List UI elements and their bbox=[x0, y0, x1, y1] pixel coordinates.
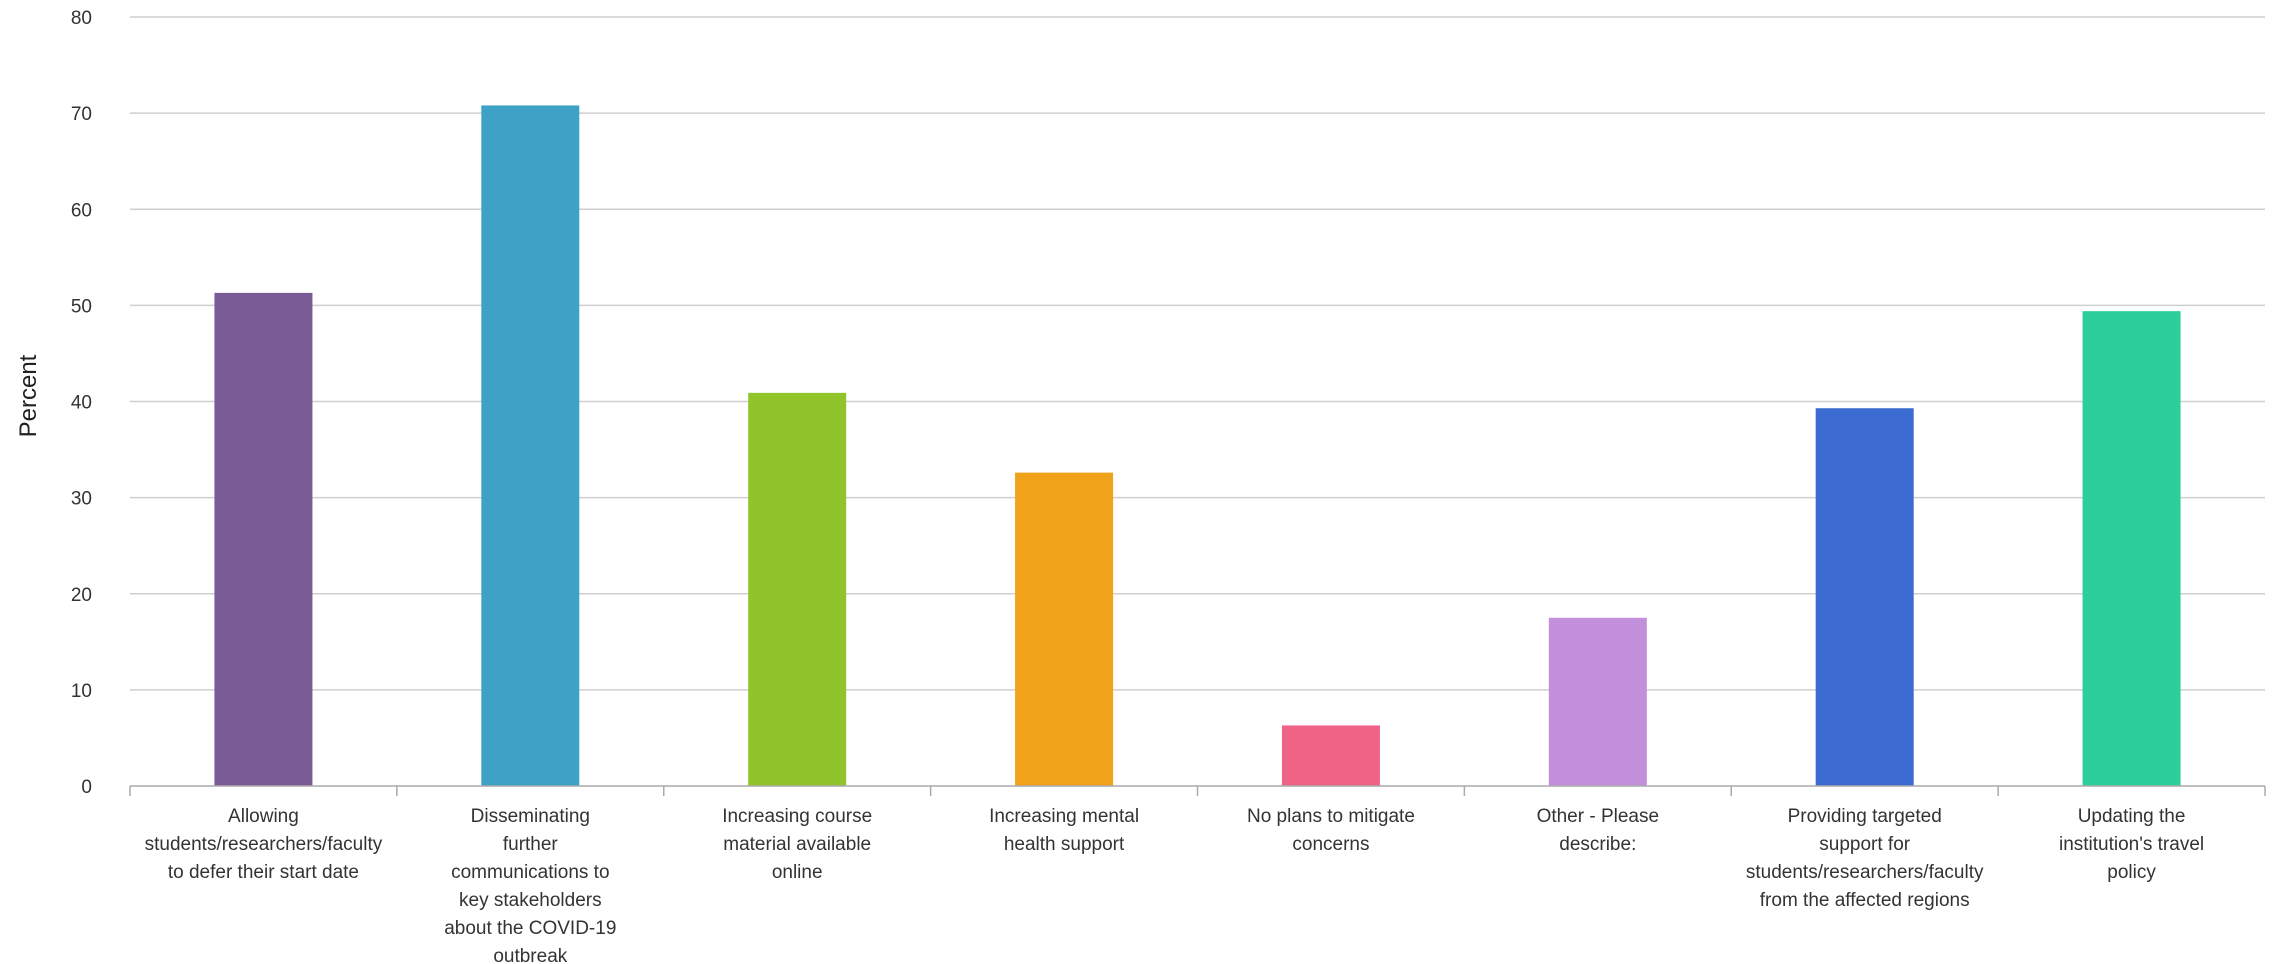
bar bbox=[1548, 617, 1647, 786]
x-category-label: Allowing students/researchers/faculty to d… bbox=[145, 806, 383, 883]
x-category-label-line: Providing targeted bbox=[1788, 806, 1942, 827]
x-category-label-line: Increasing course bbox=[722, 806, 872, 827]
x-axis-categories: Allowing students/researchers/faculty to d… bbox=[145, 806, 2205, 964]
x-category-label-line: support for bbox=[1819, 834, 1910, 855]
y-tick-label: 60 bbox=[71, 200, 92, 221]
x-category-label-line: describe: bbox=[1559, 834, 1636, 855]
x-category-label-line: students/researchers/faculty bbox=[145, 834, 383, 855]
x-category-label-line: further bbox=[503, 834, 559, 855]
x-category-label: Increasing course material available onlin… bbox=[722, 806, 872, 883]
y-tick-label: 50 bbox=[71, 296, 92, 317]
x-category-label-line: Other - Please bbox=[1537, 806, 1660, 827]
x-category-label-line: No plans to mitigate bbox=[1247, 806, 1415, 827]
x-category-label: Disseminating further communications to key… bbox=[444, 806, 616, 964]
gridlines bbox=[130, 16, 2265, 691]
x-category-label-line: key stakeholders bbox=[459, 890, 602, 911]
x-category-label: Increasing mental health support bbox=[989, 806, 1139, 855]
bar bbox=[1815, 408, 1914, 786]
bars bbox=[214, 105, 2181, 786]
bar bbox=[214, 292, 313, 786]
bar bbox=[748, 392, 847, 786]
y-tick-label: 80 bbox=[71, 8, 92, 29]
bar bbox=[2082, 311, 2181, 786]
x-category-label: Other - Please describe: bbox=[1537, 806, 1660, 855]
y-tick-label: 10 bbox=[71, 681, 92, 702]
x-category-label: Providing targeted support for students/re… bbox=[1746, 806, 1984, 911]
x-category-label-line: outbreak bbox=[493, 946, 567, 964]
x-category-label-line: health support bbox=[1004, 834, 1125, 855]
bar bbox=[1281, 725, 1380, 786]
x-category-label-line: from the affected regions bbox=[1760, 890, 1970, 911]
y-axis-label: Percent bbox=[15, 354, 42, 437]
x-category-label-line: material available bbox=[723, 834, 871, 855]
x-category-label-line: communications to bbox=[451, 862, 609, 883]
x-category-label-line: policy bbox=[2107, 862, 2156, 883]
x-category-label-line: Increasing mental bbox=[989, 806, 1139, 827]
x-category-label-line: to defer their start date bbox=[168, 862, 359, 883]
x-category-label-line: students/researchers/faculty bbox=[1746, 862, 1984, 883]
x-category-label-line: concerns bbox=[1292, 834, 1369, 855]
y-tick-label: 20 bbox=[71, 585, 92, 606]
bar bbox=[1015, 472, 1114, 786]
x-category-label-line: Updating the bbox=[2078, 806, 2186, 827]
y-tick-label: 70 bbox=[71, 104, 92, 125]
x-category-label-line: Disseminating bbox=[471, 806, 590, 827]
y-tick-label: 0 bbox=[81, 777, 92, 798]
y-axis-ticks: 0 10 20 30 40 50 60 70 80 bbox=[71, 8, 92, 798]
x-category-label: No plans to mitigate concerns bbox=[1247, 806, 1415, 855]
x-category-label-line: online bbox=[772, 862, 823, 883]
x-category-label-line: about the COVID-19 bbox=[444, 918, 616, 939]
y-tick-label: 30 bbox=[71, 489, 92, 510]
y-tick-label: 40 bbox=[71, 393, 92, 414]
x-category-label-line: institution's travel bbox=[2059, 834, 2204, 855]
x-axis bbox=[129, 785, 2266, 796]
x-category-label-line: Allowing bbox=[228, 806, 299, 827]
x-category-label: Updating the institution's travel policy bbox=[2059, 806, 2204, 883]
bar bbox=[481, 105, 580, 786]
